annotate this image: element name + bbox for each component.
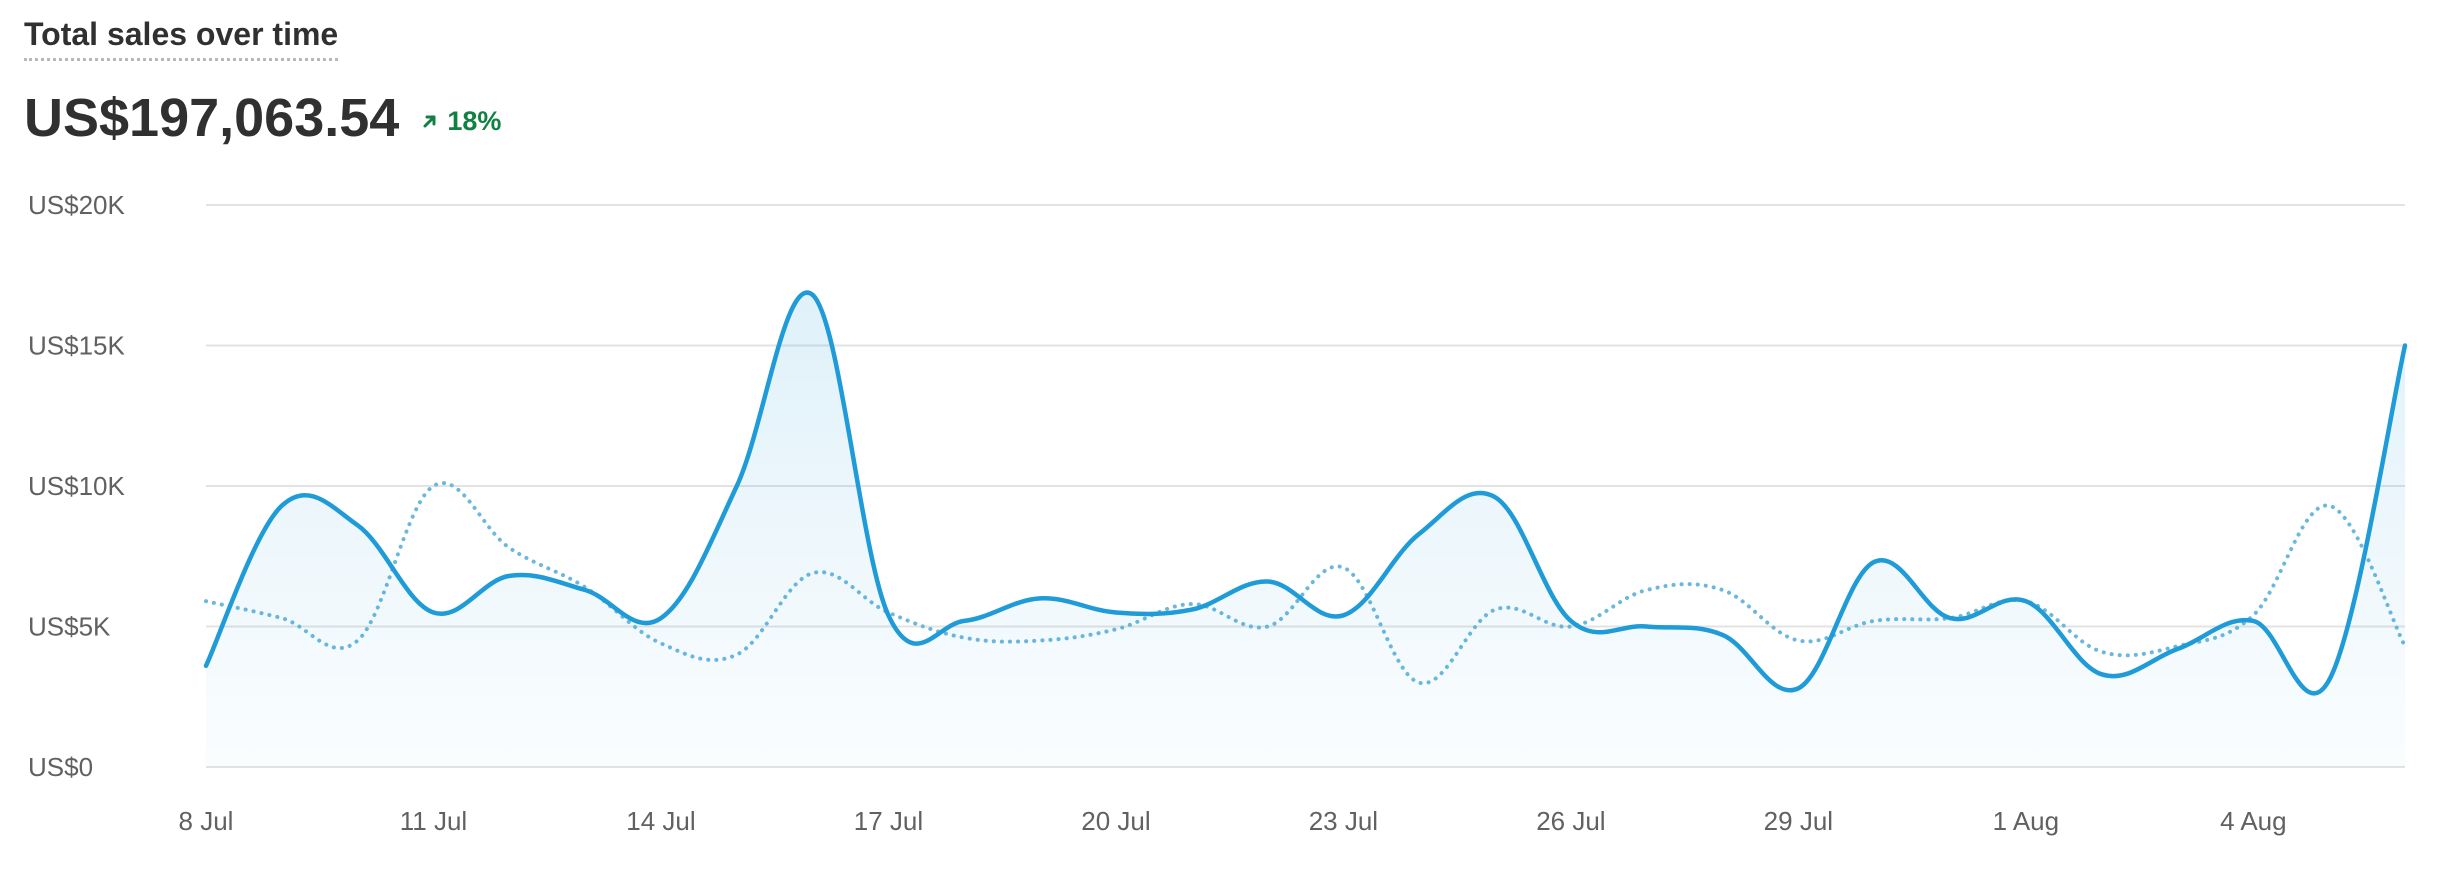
primary-data-point — [658, 615, 664, 621]
comparison-data-point — [203, 598, 209, 604]
series-area-fill — [206, 292, 2405, 767]
x-axis-ticks: 8 Jul 11 Jul 14 Jul 17 Jul 20 Jul 23 Jul 26 Ju… — [179, 806, 2287, 836]
change-badge: 18% — [421, 106, 501, 137]
primary-data-point — [1795, 685, 1801, 691]
primary-data-point — [2250, 618, 2256, 624]
primary-data-point — [203, 663, 209, 669]
primary-data-point — [582, 587, 588, 593]
change-percentage: 18% — [447, 105, 502, 136]
primary-data-point — [2099, 671, 2105, 677]
primary-data-point — [355, 522, 361, 528]
primary-data-point — [1492, 494, 1498, 500]
primary-data-point — [2175, 646, 2181, 652]
comparison-data-point — [430, 483, 436, 489]
primary-data-point — [885, 612, 891, 618]
primary-data-point — [1037, 595, 1043, 601]
y-tick-label: US$15K — [28, 331, 125, 361]
x-tick-label: 17 Jul — [854, 806, 923, 836]
primary-data-point — [1113, 609, 1119, 615]
primary-data-point — [2023, 598, 2029, 604]
primary-data-point — [506, 573, 512, 579]
y-tick-label: US$10K — [28, 471, 125, 501]
x-tick-label: 23 Jul — [1309, 806, 1378, 836]
x-tick-label: 1 Aug — [1993, 806, 2060, 836]
series-lines — [203, 290, 2408, 767]
y-tick-label: US$5K — [28, 612, 111, 642]
total-sales-value: US$197,063.54 — [24, 88, 400, 148]
primary-data-point — [810, 292, 816, 298]
primary-data-point — [279, 503, 285, 509]
primary-data-point — [1947, 615, 1953, 621]
primary-data-point — [961, 618, 967, 624]
x-tick-label: 14 Jul — [626, 806, 695, 836]
comparison-data-point — [1340, 564, 1346, 570]
x-tick-label: 20 Jul — [1081, 806, 1150, 836]
x-tick-label: 26 Jul — [1536, 806, 1605, 836]
comparison-data-point — [2250, 612, 2256, 618]
chart-title[interactable]: Total sales over time — [24, 14, 339, 61]
primary-data-point — [1720, 632, 1726, 638]
primary-data-point — [1265, 579, 1271, 585]
primary-data-point — [430, 609, 436, 615]
x-tick-label: 8 Jul — [179, 806, 234, 836]
primary-data-point — [1871, 559, 1877, 565]
primary-data-point — [1340, 612, 1346, 618]
x-tick-label: 29 Jul — [1764, 806, 1833, 836]
y-axis-ticks: US$0 US$5K US$10K US$15K US$20K — [28, 190, 125, 782]
x-tick-label: 11 Jul — [400, 806, 467, 836]
comparison-data-point — [1795, 638, 1801, 644]
arrow-up-right-icon — [423, 115, 436, 128]
primary-data-point — [1189, 607, 1195, 613]
total-row: US$197,063.54 18% — [24, 86, 501, 150]
y-tick-label: US$0 — [28, 752, 93, 782]
primary-data-point — [1644, 624, 1650, 630]
primary-data-point — [1568, 618, 1574, 624]
primary-data-point — [2326, 677, 2332, 683]
x-tick-label: 4 Aug — [2220, 806, 2287, 836]
comparison-series-line — [204, 481, 2407, 686]
comparison-data-point — [1644, 587, 1650, 593]
comparison-data-point — [1720, 587, 1726, 593]
y-tick-label: US$20K — [28, 190, 125, 220]
primary-data-point — [1416, 531, 1422, 537]
primary-series-line — [203, 290, 2408, 696]
comparison-data-point — [1189, 601, 1195, 607]
primary-data-point — [734, 483, 740, 489]
comparison-data-point — [2099, 649, 2105, 655]
comparison-data-point — [2326, 503, 2332, 509]
primary-data-point — [2402, 343, 2408, 349]
comparison-data-point — [506, 545, 512, 551]
